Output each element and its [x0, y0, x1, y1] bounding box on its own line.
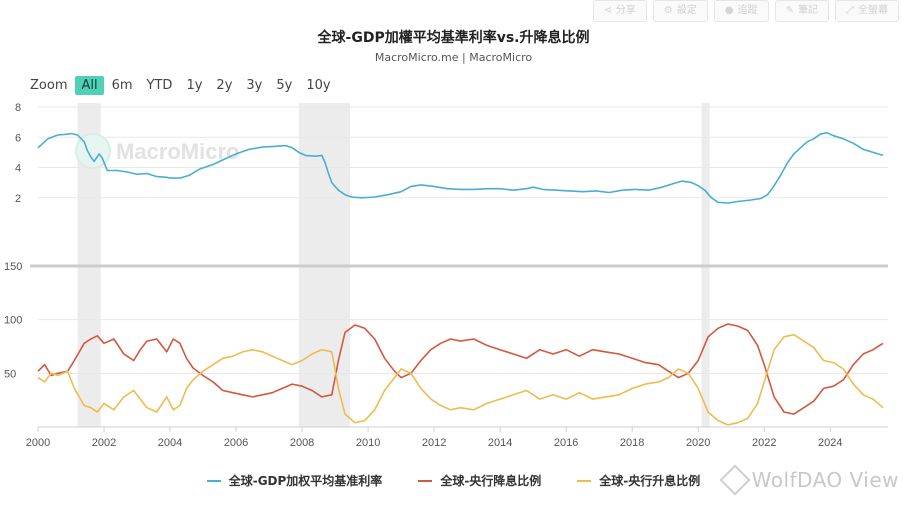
zoom-2y-button[interactable]: 2y: [216, 78, 233, 93]
follow-button-label: 追蹤: [737, 5, 758, 16]
corner-watermark-text: WolfDAO View: [751, 468, 899, 492]
legend-item-rate[interactable]: 全球-GDP加权平均基准利率: [206, 472, 383, 489]
share-button[interactable]: ⋖ 分享: [592, 0, 647, 22]
bottom-y-tick-label: 150: [4, 261, 22, 273]
follow-button[interactable]: ● 追蹤: [713, 0, 769, 22]
bottom-y-tick-label: 100: [4, 315, 22, 327]
legend-swatch-hike: [577, 479, 592, 482]
legend-label-cut: 全球-央行降息比例: [440, 474, 542, 488]
pencil-icon: ✎: [785, 5, 794, 16]
bottom-y-tick-label: 50: [4, 368, 16, 380]
legend-item-cut[interactable]: 全球-央行降息比例: [418, 472, 541, 489]
x-tick-label: 2006: [224, 437, 248, 449]
legend-swatch-rate: [206, 479, 221, 482]
series-line-hike: [37, 333, 884, 426]
zoom-3y-button[interactable]: 3y: [246, 78, 263, 93]
fullscreen-button[interactable]: ⤢ 全螢幕: [835, 0, 899, 22]
legend-label-hike: 全球-央行升息比例: [599, 474, 701, 488]
legend-item-hike[interactable]: 全球-央行升息比例: [577, 472, 700, 489]
expand-icon: ⤢: [846, 5, 854, 16]
zoom-5y-button[interactable]: 5y: [276, 78, 293, 93]
top-y-tick-label: 6: [15, 132, 21, 144]
chart-subtitle: MacroMicro.me | MacroMicro: [374, 51, 533, 64]
share-button-label: 分享: [615, 5, 636, 16]
top-y-tick-label: 4: [15, 163, 21, 175]
x-tick-label: 2008: [290, 437, 314, 449]
note-button-label: 筆記: [798, 5, 818, 16]
top-y-tick-label: 8: [15, 102, 21, 114]
top-y-tick-label: 2: [15, 193, 21, 205]
chart-toolbar: ⋖ 分享 ⚙ 設定 ● 追蹤 ✎ 筆記 ⤢ 全螢幕: [592, 0, 899, 22]
legend-swatch-cut: [418, 479, 433, 482]
x-tick-label: 2016: [554, 437, 578, 449]
zoom-label: Zoom: [30, 78, 68, 93]
x-tick-label: 2012: [422, 437, 446, 449]
zoom-selector: Zoom All 6m YTD 1y 2y 3y 5y 10y: [30, 76, 337, 95]
gear-icon: ⚙: [663, 5, 673, 16]
chart-axes: 2 4 6 8 50 100 150 2000 2002 2004 2006 2008 2010 2012…: [4, 102, 888, 449]
chart-series: [37, 131, 884, 426]
zoom-ytd-button[interactable]: YTD: [146, 78, 173, 93]
note-button[interactable]: ✎ 筆記: [774, 0, 829, 22]
legend-label-rate: 全球-GDP加权平均基准利率: [228, 474, 383, 488]
chart-legend: 全球-GDP加权平均基准利率 全球-央行降息比例 全球-央行升息比例: [0, 472, 907, 489]
x-tick-label: 2014: [488, 437, 512, 449]
zoom-6m-button[interactable]: 6m: [111, 78, 133, 93]
fullscreen-button-label: 全螢幕: [858, 5, 888, 16]
x-tick-label: 2010: [356, 437, 380, 449]
x-tick-label: 2004: [158, 437, 182, 449]
settings-button[interactable]: ⚙ 設定: [652, 0, 708, 22]
corner-watermark: WolfDAO View: [719, 464, 899, 496]
zoom-1y-button[interactable]: 1y: [186, 78, 203, 93]
x-tick-label: 2024: [818, 437, 842, 449]
watermark-text: MacroMicro: [116, 139, 239, 164]
x-tick-label: 2018: [620, 437, 644, 449]
x-tick-label: 2000: [26, 437, 50, 449]
series-line-rate: [37, 131, 884, 204]
wolfdao-logo-icon: [719, 464, 751, 496]
x-tick-label: 2002: [92, 437, 116, 449]
user-icon: ●: [724, 5, 734, 16]
share-icon: ⋖: [603, 5, 612, 16]
chart-title: 全球-GDP加權平均基準利率vs.升降息比例: [317, 30, 590, 46]
chart-plot-area: 2 4 6 8 50 100 150 2000 2002 2004 2006 2008 2010 2012…: [4, 102, 888, 449]
zoom-10y-button[interactable]: 10y: [306, 78, 331, 93]
x-tick-label: 2022: [752, 437, 776, 449]
settings-button-label: 設定: [676, 5, 697, 16]
zoom-all-button[interactable]: All: [75, 76, 104, 95]
grid-lines: [38, 106, 888, 374]
x-tick-label: 2020: [686, 437, 710, 449]
chart-watermark: MacroMicro: [75, 133, 239, 169]
